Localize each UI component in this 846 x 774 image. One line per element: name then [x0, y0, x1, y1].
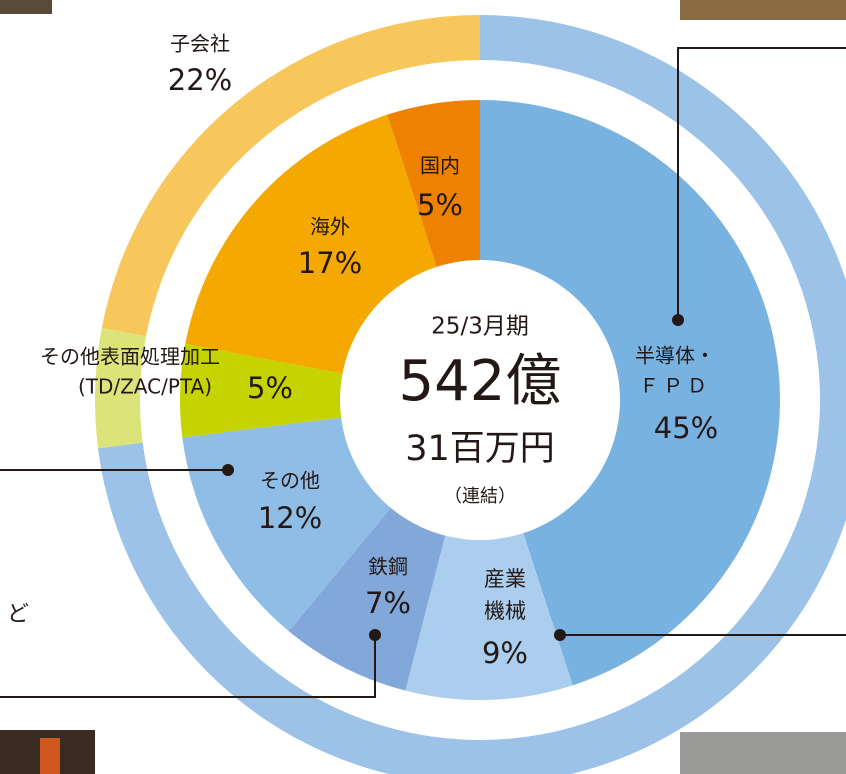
category-label: (TD/ZAC/PTA): [78, 375, 212, 399]
center-label: 542億: [399, 349, 562, 414]
value-label: 7%: [365, 586, 411, 620]
chart: ど 25/3月期 542億 31百万円 （連結） 半導体・ ＦＰＤ 45% 産業機械 9…: [0, 0, 846, 774]
value-label: 17%: [298, 246, 362, 280]
category-label: 鉄鋼: [368, 555, 408, 579]
category-label: 産業: [484, 567, 526, 591]
value-label: 5%: [247, 371, 293, 405]
value-label: 9%: [482, 636, 528, 670]
category-label: その他表面処理加工: [40, 345, 220, 369]
photo-fragment: [0, 0, 52, 14]
annotation: ど: [7, 602, 29, 627]
photo-fragment: [40, 738, 60, 774]
category-label: ＦＰＤ: [639, 374, 711, 398]
page: {"chart_data": {"type": "donut", "center…: [0, 0, 846, 774]
center-label: （連結）: [444, 486, 516, 507]
photo-fragment: [680, 732, 846, 774]
center-label: 25/3月期: [431, 314, 529, 340]
category-label: 海外: [310, 215, 350, 239]
category-label: 国内: [420, 154, 460, 178]
value-label: 22%: [168, 63, 232, 97]
leader-dot: [554, 629, 566, 641]
category-label: その他: [260, 469, 320, 493]
value-label: 12%: [258, 501, 322, 535]
value-label: 5%: [417, 188, 463, 222]
leader-dot: [222, 464, 234, 476]
leader-dot: [672, 314, 684, 326]
center-label: 31百万円: [405, 429, 555, 469]
value-label: 45%: [654, 411, 718, 445]
category-label: 機械: [484, 599, 526, 623]
leader-dot: [369, 629, 381, 641]
photo-fragment: [680, 0, 846, 20]
category-label: 半導体・: [635, 344, 715, 368]
category-label: 子会社: [170, 32, 230, 56]
